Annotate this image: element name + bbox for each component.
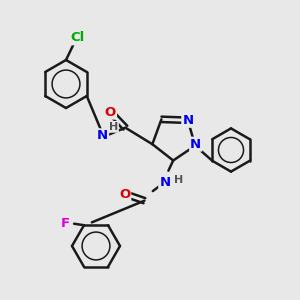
Text: N: N xyxy=(159,176,170,189)
Text: F: F xyxy=(61,217,70,230)
Text: N: N xyxy=(190,138,201,151)
Text: H: H xyxy=(174,175,183,185)
Text: Cl: Cl xyxy=(70,31,84,44)
Text: O: O xyxy=(119,188,130,201)
Text: H: H xyxy=(109,122,118,132)
Text: N: N xyxy=(97,129,108,142)
Text: O: O xyxy=(105,106,116,118)
Text: N: N xyxy=(182,114,194,127)
